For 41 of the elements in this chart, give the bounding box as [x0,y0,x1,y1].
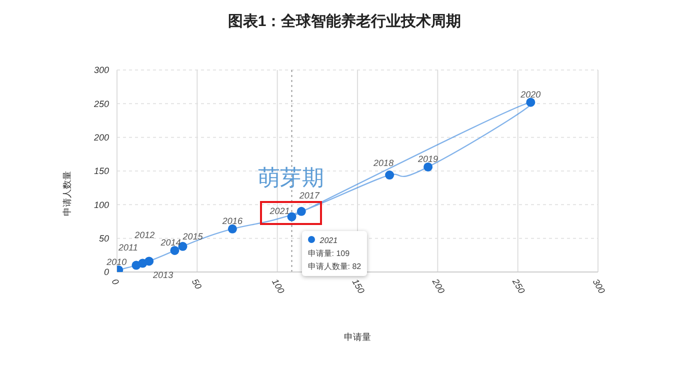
annotation: 2015 [182,231,204,242]
y-tick-label: 50 [98,234,109,244]
annotation: 2021 [318,234,339,247]
annotation: 萌芽期 [258,164,324,190]
annotation: 2012 [134,230,155,240]
y-axis-title: 申请人数量 [62,171,72,216]
y-tick-label: 300 [94,65,109,76]
annotation: 2010 [106,256,127,267]
annotation: 申请量: 109 [308,248,351,260]
point [296,206,306,216]
point [287,212,296,222]
chart-title: 图表1：全球智能养老行业技术周期 [226,12,462,31]
annotation: 2018 [372,158,394,168]
point [170,246,180,255]
x-tick-label: 0 [110,277,121,287]
annotation: 2013 [152,270,174,280]
y-tick-label: 150 [94,166,109,176]
x-tick-label: 150 [350,277,366,296]
point [385,170,394,180]
x-tick-label: 250 [510,276,527,296]
annotation: 2016 [221,216,242,226]
y-tick-label: 100 [94,200,109,210]
annotation: 2021 [268,206,290,216]
y-tick-label: 200 [92,132,109,143]
x-tick-label: 300 [590,277,607,296]
y-tick-label: 0 [104,267,109,278]
point [526,98,536,107]
annotation: 2017 [298,190,320,200]
annotation: 申请人数量: 82 [308,260,362,273]
annotation: 2011 [118,242,138,252]
point [424,162,433,172]
annotation: 2020 [520,89,541,100]
x-tick-label: 100 [270,277,286,296]
x-tick-label: 50 [190,277,204,291]
y-tick-label: 250 [92,98,109,109]
annotation: 2014 [160,237,181,248]
annotation: 2019 [417,154,438,164]
point [144,256,154,266]
point [228,224,237,234]
x-axis-title: 申请量 [344,332,371,342]
x-tick-label: 200 [430,276,447,296]
